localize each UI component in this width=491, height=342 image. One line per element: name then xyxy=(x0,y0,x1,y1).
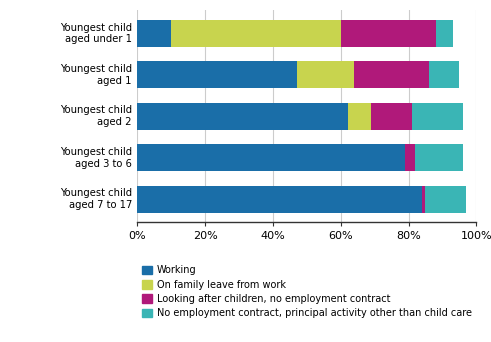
Bar xyxy=(429,61,460,88)
Legend: Working, On family leave from work, Looking after children, no employment contra: Working, On family leave from work, Look… xyxy=(142,265,472,318)
Bar xyxy=(415,144,463,171)
Bar xyxy=(297,61,355,88)
Bar xyxy=(436,20,453,47)
Bar xyxy=(137,103,348,130)
Bar xyxy=(137,61,297,88)
Bar xyxy=(422,186,425,213)
Bar xyxy=(137,144,405,171)
Bar xyxy=(425,186,466,213)
Bar xyxy=(137,20,171,47)
Bar xyxy=(355,61,429,88)
Bar xyxy=(348,103,371,130)
Bar xyxy=(341,20,436,47)
Bar xyxy=(412,103,463,130)
Bar xyxy=(137,186,422,213)
Bar xyxy=(371,103,412,130)
Bar xyxy=(171,20,341,47)
Bar xyxy=(405,144,415,171)
